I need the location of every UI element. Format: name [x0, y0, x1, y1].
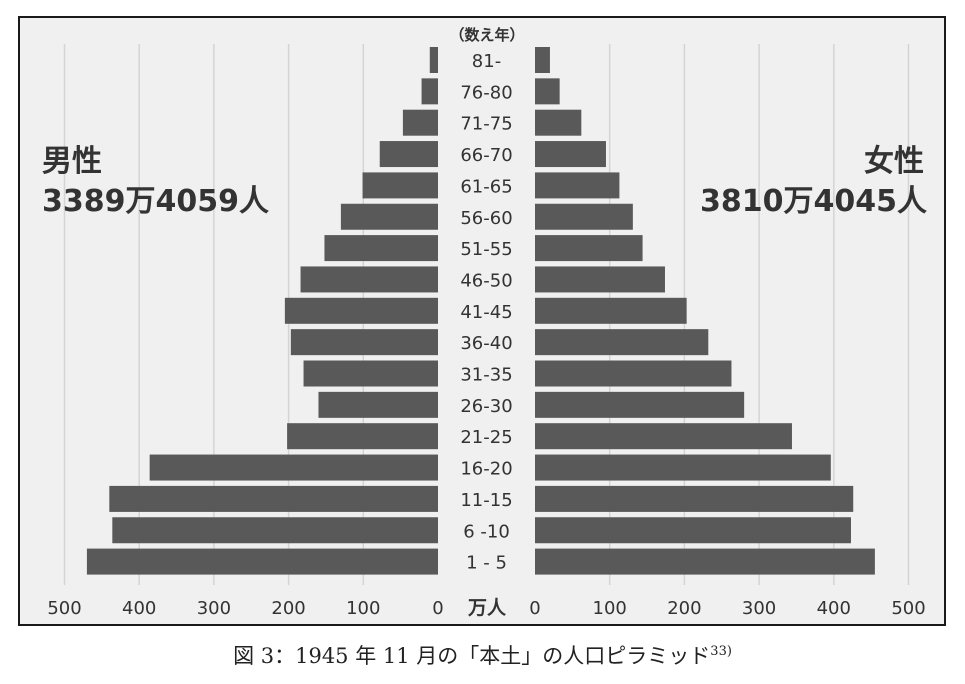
female-bar [535, 235, 643, 262]
x-tick-label: 500 [891, 598, 925, 619]
female-bar [535, 47, 550, 73]
female-bar [535, 141, 606, 168]
unit-label: 万人 [467, 597, 507, 619]
male-bar [379, 141, 438, 168]
age-group-label: 71-75 [460, 114, 512, 135]
female-series-label: 女性 [864, 144, 924, 179]
figure-caption: 図 3：1945 年 11 月の「本土」の人口ピラミッド33) [0, 640, 965, 670]
age-group-label: 26-30 [460, 396, 512, 417]
x-tick-label: 200 [271, 598, 305, 619]
age-group-label: 41-45 [460, 302, 512, 323]
male-bar [300, 266, 438, 293]
age-group-label: 76-80 [460, 82, 512, 103]
male-bar [324, 235, 438, 262]
female-bar [535, 172, 620, 199]
male-bar [340, 203, 438, 230]
female-bar [535, 517, 851, 544]
male-total-label: 3389万4059人 [42, 184, 269, 219]
male-bar [284, 297, 438, 324]
age-group-label: 6 -10 [463, 521, 510, 542]
x-tick-label: 0 [432, 598, 443, 619]
female-bar [535, 297, 687, 324]
x-tick-label: 500 [47, 598, 81, 619]
male-bar [402, 109, 438, 136]
age-group-label: 16-20 [460, 459, 512, 480]
x-tick-label: 400 [817, 598, 851, 619]
age-header: （数え年） [449, 26, 524, 44]
female-bar [535, 109, 582, 136]
age-group-label: 51-55 [460, 239, 512, 260]
male-bar [149, 454, 438, 481]
age-group-label: 66-70 [460, 145, 512, 166]
male-bar [421, 78, 438, 105]
female-bar [535, 454, 831, 481]
age-group-label: 46-50 [460, 270, 512, 291]
female-bar [535, 203, 633, 230]
female-bar [535, 78, 560, 105]
x-tick-label: 100 [593, 598, 627, 619]
age-group-label: 11-15 [460, 490, 512, 511]
age-group-label: 36-40 [460, 333, 512, 354]
female-bar [535, 391, 745, 418]
male-bar [362, 172, 438, 199]
age-group-label: 56-60 [460, 208, 512, 229]
female-bar [535, 485, 854, 512]
male-bar [287, 423, 438, 450]
caption-text: 図 3：1945 年 11 月の「本土」の人口ピラミッド [233, 644, 711, 668]
x-tick-label: 400 [122, 598, 156, 619]
male-bar [318, 391, 438, 418]
female-bar [535, 360, 732, 387]
age-group-label: 1 - 5 [466, 553, 507, 574]
population-pyramid-chart: 81- 76-80 71-75 66-70 61-65 56-60 51-55 46-50 41… [42, 26, 927, 619]
male-bar [86, 548, 438, 575]
female-bar [535, 548, 875, 575]
x-tick-label: 200 [667, 598, 701, 619]
x-tick-label: 300 [742, 598, 776, 619]
male-series-label: 男性 [42, 144, 102, 179]
caption-reference: 33) [710, 644, 732, 659]
female-total-label: 3810万4045人 [700, 184, 927, 219]
female-bar [535, 266, 665, 293]
x-tick-label: 0 [529, 598, 540, 619]
x-tick-label: 100 [346, 598, 380, 619]
male-bar [109, 485, 438, 512]
x-tick-label: 300 [197, 598, 231, 619]
age-group-label: 31-35 [460, 365, 512, 386]
male-bar [290, 329, 438, 356]
male-bar [303, 360, 438, 387]
male-bar [112, 517, 439, 544]
age-group-label: 21-25 [460, 427, 512, 448]
female-bar [535, 423, 792, 450]
age-group-label: 81- [472, 51, 501, 72]
male-bar [429, 47, 438, 73]
age-group-label: 61-65 [460, 176, 512, 197]
female-bar [535, 329, 709, 356]
